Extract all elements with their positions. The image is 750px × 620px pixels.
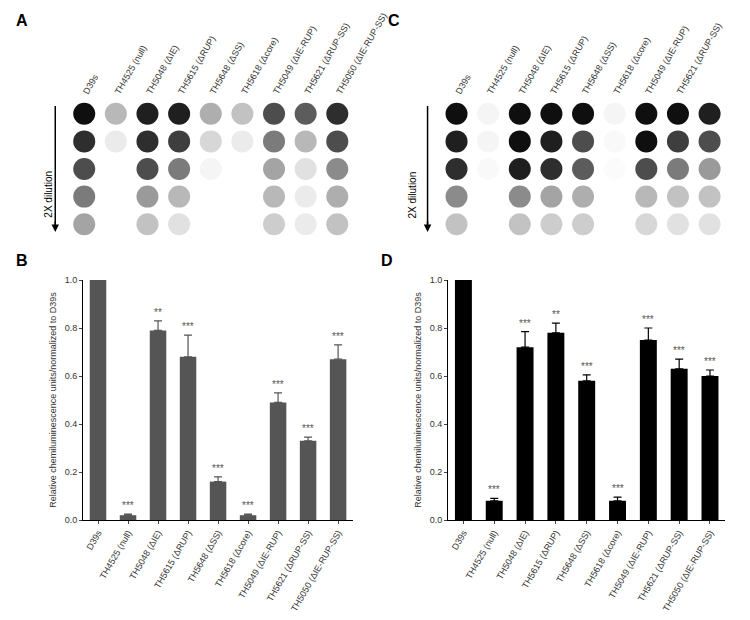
svg-text:0.2: 0.2 [430, 467, 443, 477]
svg-text:0.4: 0.4 [65, 419, 78, 429]
svg-text:**: ** [552, 309, 560, 320]
svg-text:***: *** [212, 463, 224, 474]
svg-text:TH5048 (ΔIE): TH5048 (ΔIE) [144, 43, 180, 96]
svg-text:TH5050 (ΔIE-RUP-SS): TH5050 (ΔIE-RUP-SS) [289, 529, 344, 614]
svg-text:TH5615 (ΔRUP): TH5615 (ΔRUP) [520, 529, 561, 591]
svg-text:1.0: 1.0 [65, 275, 78, 285]
svg-text:***: *** [122, 500, 134, 511]
svg-text:TH5615 (ΔRUP): TH5615 (ΔRUP) [152, 529, 193, 591]
svg-text:TH5050 (ΔIE-RUP-SS): TH5050 (ΔIE-RUP-SS) [661, 529, 716, 614]
svg-text:TH5048 (ΔIE): TH5048 (ΔIE) [495, 529, 531, 582]
svg-text:TH5048 (ΔIE): TH5048 (ΔIE) [127, 529, 163, 582]
svg-text:***: *** [673, 345, 685, 356]
svg-text:TH5618 (Δcore): TH5618 (Δcore) [239, 35, 280, 95]
svg-text:TH5049 (ΔIE-RUP): TH5049 (ΔIE-RUP) [607, 529, 654, 601]
svg-text:***: *** [302, 423, 314, 434]
svg-text:***: *** [704, 356, 716, 367]
svg-text:TH5050 (ΔIE-RUP-SS): TH5050 (ΔIE-RUP-SS) [334, 11, 389, 96]
svg-text:0.8: 0.8 [65, 323, 78, 333]
svg-text:0.4: 0.4 [430, 419, 443, 429]
svg-text:***: *** [272, 379, 284, 390]
svg-text:***: *** [519, 318, 531, 329]
svg-text:**: ** [154, 307, 162, 318]
svg-text:0.8: 0.8 [430, 323, 443, 333]
svg-text:2X dilution: 2X dilution [43, 171, 54, 218]
svg-text:***: *** [488, 484, 500, 495]
svg-text:TH5621 (ΔRUP-SS): TH5621 (ΔRUP-SS) [675, 21, 724, 96]
svg-text:B: B [16, 252, 28, 269]
svg-text:TH5621 (ΔRUP-SS): TH5621 (ΔRUP-SS) [265, 529, 314, 604]
svg-text:0.0: 0.0 [65, 515, 78, 525]
svg-text:TH5048 (ΔIE): TH5048 (ΔIE) [517, 43, 553, 96]
svg-text:TH5049 (ΔIE-RUP): TH5049 (ΔIE-RUP) [271, 24, 318, 96]
svg-text:TH5618 (Δcore): TH5618 (Δcore) [213, 529, 254, 589]
svg-text:Relative chemiluminescence uni: Relative chemiluminescence units/normali… [48, 292, 58, 508]
svg-text:TH5648 (ΔSS): TH5648 (ΔSS) [554, 529, 592, 585]
svg-text:0.2: 0.2 [65, 467, 78, 477]
svg-text:***: *** [642, 314, 654, 325]
svg-text:TH5648 (ΔSS): TH5648 (ΔSS) [186, 529, 224, 585]
svg-text:2X dilution: 2X dilution [407, 172, 418, 219]
svg-text:0.0: 0.0 [430, 515, 443, 525]
svg-text:TH5615 (ΔRUP): TH5615 (ΔRUP) [176, 34, 217, 96]
svg-text:TH5621 (ΔRUP-SS): TH5621 (ΔRUP-SS) [303, 21, 352, 96]
svg-text:D39s: D39s [450, 528, 469, 552]
svg-text:A: A [16, 12, 28, 29]
svg-text:TH5621 (ΔRUP-SS): TH5621 (ΔRUP-SS) [636, 529, 685, 604]
svg-text:C: C [388, 12, 400, 29]
svg-text:TH5615 (ΔRUP): TH5615 (ΔRUP) [548, 34, 589, 96]
svg-text:Relative chemiluminescence uni: Relative chemiluminescence units/normali… [413, 292, 423, 508]
svg-text:***: *** [581, 361, 593, 372]
svg-text:1.0: 1.0 [430, 275, 443, 285]
svg-text:***: *** [242, 500, 254, 511]
svg-text:D: D [381, 252, 393, 269]
svg-text:TH4525 (null): TH4525 (null) [113, 44, 149, 96]
svg-text:TH5618 (Δcore): TH5618 (Δcore) [612, 35, 653, 95]
svg-text:***: *** [612, 483, 624, 494]
svg-text:***: *** [332, 331, 344, 342]
svg-text:TH5648 (ΔSS): TH5648 (ΔSS) [208, 40, 246, 96]
svg-text:***: *** [182, 321, 194, 332]
svg-text:TH5049 (ΔIE-RUP): TH5049 (ΔIE-RUP) [237, 529, 284, 601]
svg-text:0.6: 0.6 [430, 371, 443, 381]
svg-text:0.6: 0.6 [65, 371, 78, 381]
svg-text:TH4525 (null): TH4525 (null) [98, 529, 134, 581]
svg-text:TH4525 (null): TH4525 (null) [464, 529, 500, 581]
svg-text:D39s: D39s [81, 72, 100, 96]
svg-text:D39s: D39s [453, 72, 472, 96]
svg-text:TH5618 (Δcore): TH5618 (Δcore) [582, 529, 623, 589]
svg-text:TH5648 (ΔSS): TH5648 (ΔSS) [580, 40, 618, 96]
svg-text:D39s: D39s [84, 528, 103, 552]
svg-text:TH5049 (ΔIE-RUP): TH5049 (ΔIE-RUP) [643, 24, 690, 96]
svg-text:TH4525 (null): TH4525 (null) [485, 44, 521, 96]
